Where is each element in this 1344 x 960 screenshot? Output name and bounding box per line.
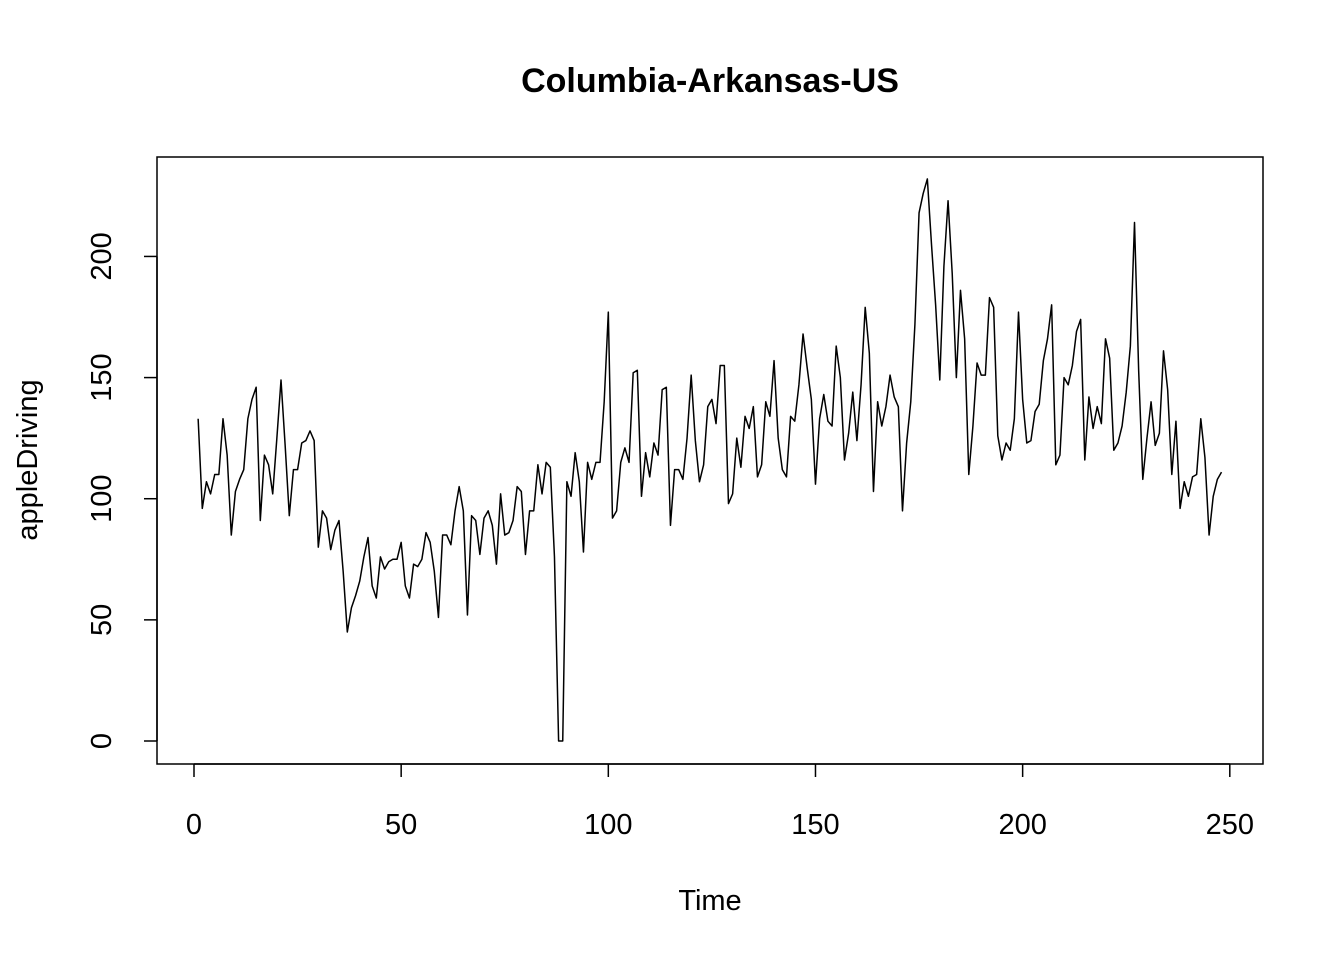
plot-frame xyxy=(156,156,1264,765)
y-axis: 0 50 100 150 200 xyxy=(86,232,158,749)
x-tick-label: 100 xyxy=(584,809,632,841)
x-axis: 0 50 100 150 200 250 xyxy=(186,763,1254,841)
y-tick-label: 0 xyxy=(86,733,118,749)
x-tick-label: 150 xyxy=(791,809,839,841)
x-tick-label: 50 xyxy=(385,809,417,841)
y-tick-label: 50 xyxy=(86,604,118,636)
x-tick-label: 0 xyxy=(186,809,202,841)
x-tick-label: 200 xyxy=(998,809,1046,841)
y-axis-label: appleDriving xyxy=(12,379,44,540)
series-line-appleDriving xyxy=(197,178,1223,742)
x-tick-label: 250 xyxy=(1206,809,1254,841)
x-axis-label: Time xyxy=(678,885,741,917)
y-tick-label: 150 xyxy=(86,353,118,401)
y-tick-label: 200 xyxy=(86,232,118,280)
chart-title: Columbia-Arkansas-US xyxy=(521,62,899,100)
y-tick-label: 100 xyxy=(86,475,118,523)
